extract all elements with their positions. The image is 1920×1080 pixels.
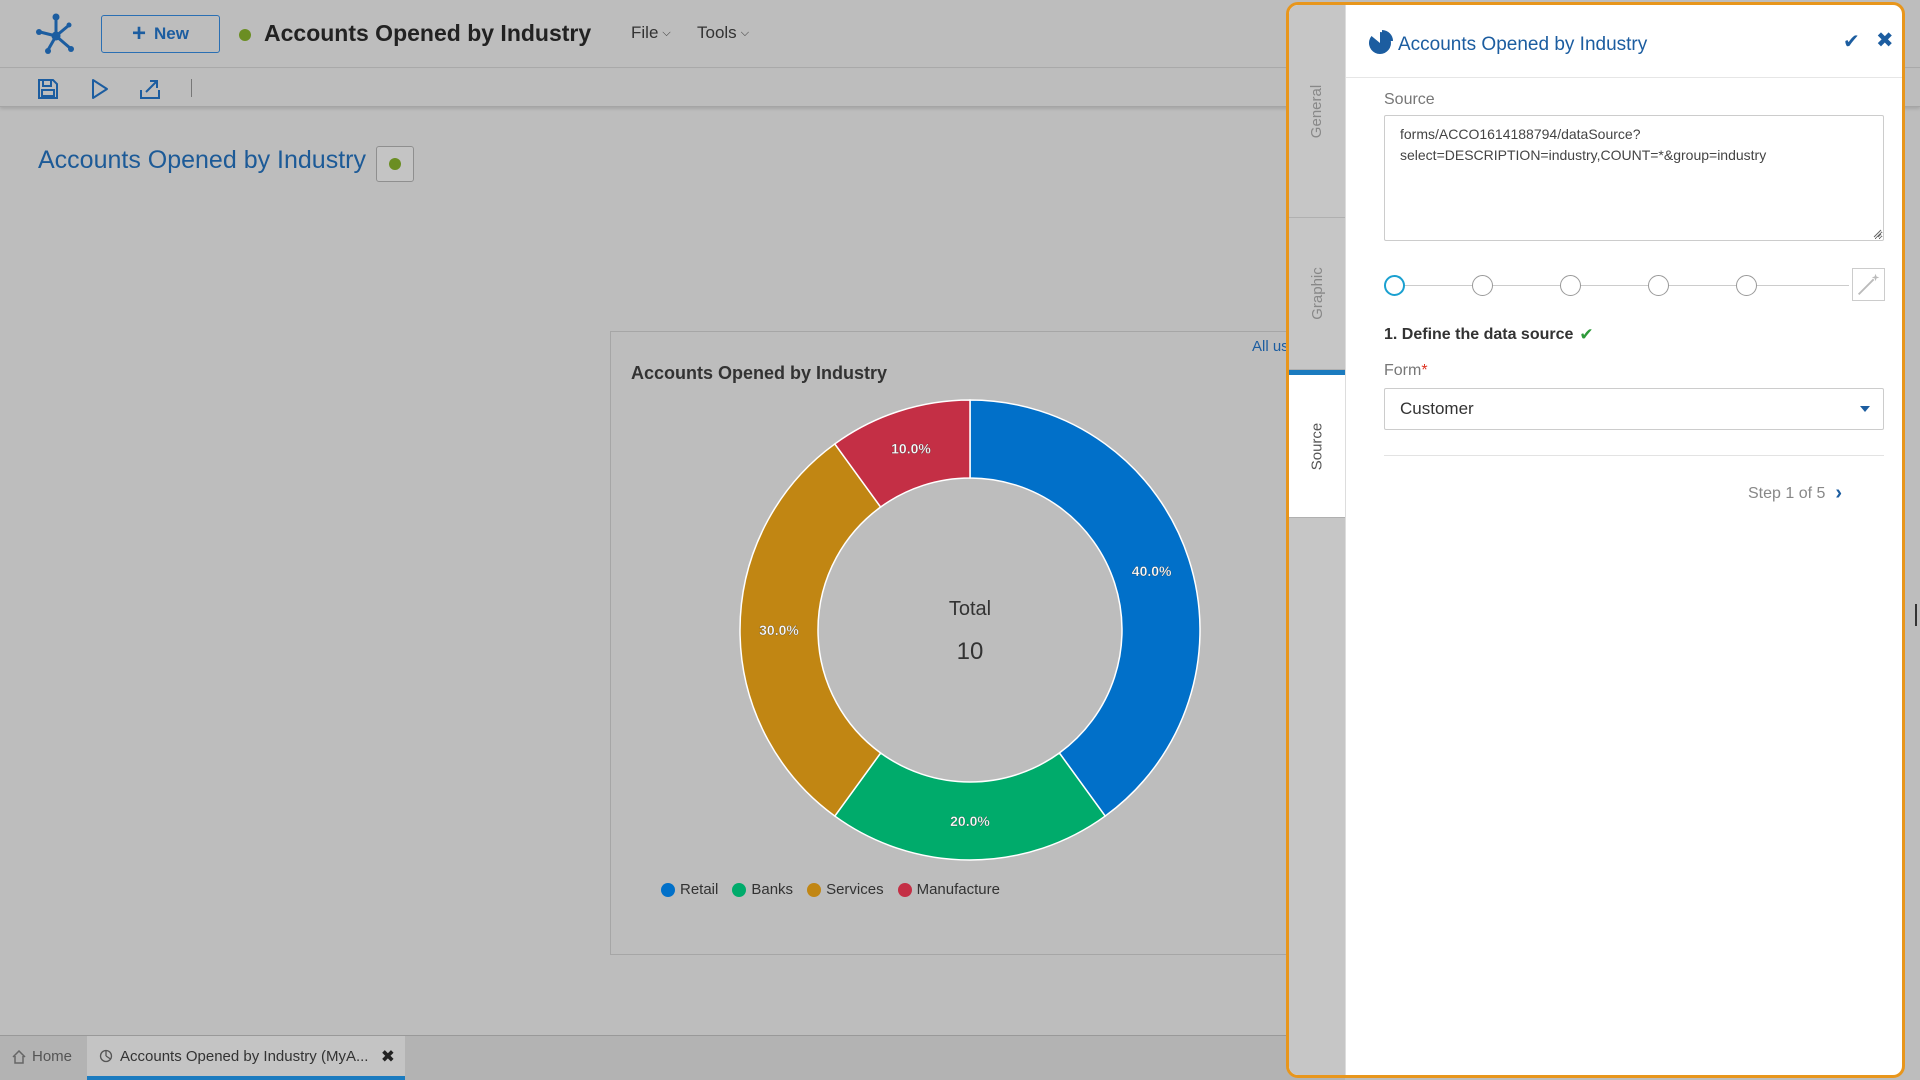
form-label-text: Form bbox=[1384, 362, 1422, 379]
donut-chart: 40.0% 20.0% 30.0% 10.0% Total 10 bbox=[739, 399, 1201, 861]
panel-header: Accounts Opened by Industry ✔ ✖ bbox=[1346, 5, 1902, 78]
menu-tools-label: Tools bbox=[697, 23, 737, 42]
task-tab-label: Accounts Opened by Industry (MyA... bbox=[120, 1047, 369, 1065]
taskbar: Home Accounts Opened by Industry (MyA...… bbox=[0, 1035, 1345, 1080]
magic-wand-icon[interactable] bbox=[1852, 268, 1885, 301]
home-icon bbox=[12, 1049, 26, 1064]
legend-item-retail[interactable]: Retail bbox=[661, 881, 718, 898]
export-icon[interactable] bbox=[138, 77, 162, 101]
app-logo-icon[interactable] bbox=[34, 12, 78, 56]
play-icon[interactable] bbox=[87, 77, 111, 101]
chevron-right-icon[interactable]: › bbox=[1835, 482, 1843, 504]
toolbar-divider bbox=[191, 79, 192, 97]
status-dot bbox=[239, 29, 251, 41]
tab-graphic[interactable]: Graphic bbox=[1289, 218, 1345, 370]
step-5[interactable] bbox=[1736, 275, 1757, 296]
legend-item-services[interactable]: Services bbox=[807, 881, 884, 898]
legend-label: Banks bbox=[751, 881, 794, 898]
donut-slice-services[interactable] bbox=[739, 442, 882, 818]
close-icon[interactable]: ✖ bbox=[1876, 29, 1894, 52]
slice-label: 20.0% bbox=[950, 813, 990, 829]
source-line: select=DESCRIPTION=industry,COUNT=*&grou… bbox=[1400, 147, 1767, 163]
form-label: Form* bbox=[1384, 362, 1428, 380]
menu-file-label: File bbox=[631, 23, 659, 42]
step-title-text: 1. Define the data source bbox=[1384, 326, 1574, 343]
legend-label: Manufacture bbox=[916, 881, 1000, 898]
donut-slice-banks[interactable] bbox=[833, 751, 1107, 861]
resize-grip-icon[interactable] bbox=[1873, 229, 1882, 238]
step-counter[interactable]: Step 1 of 5 › bbox=[1748, 482, 1842, 505]
tab-graphic-label: Graphic bbox=[1308, 267, 1326, 320]
chevron-down-icon: ⌵ bbox=[740, 26, 750, 39]
slice-label: 40.0% bbox=[1132, 563, 1172, 579]
step-1[interactable] bbox=[1384, 275, 1405, 296]
legend-item-manufacture[interactable]: Manufacture bbox=[897, 881, 1000, 898]
chart-title: Accounts Opened by Industry bbox=[631, 363, 888, 383]
divider bbox=[1384, 455, 1884, 456]
mouse-cursor bbox=[1915, 604, 1917, 626]
legend-label: Retail bbox=[680, 881, 719, 898]
step-4[interactable] bbox=[1648, 275, 1669, 296]
source-label: Source bbox=[1384, 91, 1435, 108]
donut-slice-manufacture[interactable] bbox=[833, 399, 971, 509]
legend-swatch bbox=[807, 882, 822, 897]
status-dot bbox=[389, 158, 401, 170]
tab-source-label: Source bbox=[1308, 422, 1326, 470]
legend-swatch bbox=[732, 882, 747, 897]
chart-legend: Retail Banks Services Manufacture bbox=[661, 881, 1000, 898]
menu-tools[interactable]: Tools ⌵ bbox=[697, 23, 749, 43]
document-title: Accounts Opened by Industry bbox=[264, 20, 592, 46]
step-3[interactable] bbox=[1560, 275, 1581, 296]
task-tab-active[interactable]: Accounts Opened by Industry (MyA... ✖ bbox=[87, 1036, 405, 1080]
donut-slice-retail[interactable] bbox=[969, 399, 1201, 818]
wizard-stepper bbox=[1384, 268, 1885, 301]
pie-chart-icon bbox=[1368, 30, 1393, 54]
stepper-line bbox=[1394, 285, 1849, 286]
slice-label: 10.0% bbox=[891, 440, 931, 456]
panel-vertical-tabs: General Graphic Source bbox=[1289, 5, 1345, 1075]
donut-center-value: 10 bbox=[957, 638, 984, 665]
new-button[interactable]: + New bbox=[101, 15, 220, 53]
status-badge[interactable] bbox=[376, 146, 414, 182]
plus-icon: + bbox=[132, 20, 147, 47]
save-icon[interactable] bbox=[36, 77, 60, 101]
check-icon: ✔ bbox=[1579, 325, 1594, 344]
pie-chart-icon bbox=[99, 1049, 113, 1063]
tab-general-label: General bbox=[1308, 84, 1326, 138]
chevron-down-icon: ⌵ bbox=[662, 26, 671, 39]
page-title: Accounts Opened by Industry bbox=[38, 146, 366, 174]
source-line: forms/ACCO1614188794/dataSource? bbox=[1400, 126, 1641, 142]
caret-down-icon bbox=[1860, 406, 1870, 412]
tab-general[interactable]: General bbox=[1289, 5, 1345, 218]
legend-label: Services bbox=[826, 881, 884, 898]
slice-label: 30.0% bbox=[759, 622, 799, 638]
step-title: 1. Define the data source ✔ bbox=[1384, 325, 1594, 345]
properties-panel: General Graphic Source Accounts Opened b… bbox=[1286, 2, 1905, 1078]
form-select[interactable]: Customer bbox=[1384, 388, 1884, 430]
legend-item-banks[interactable]: Banks bbox=[732, 881, 793, 898]
task-home[interactable]: Home bbox=[12, 1048, 72, 1065]
confirm-check-icon[interactable]: ✔ bbox=[1843, 31, 1860, 53]
close-tab-icon[interactable]: ✖ bbox=[380, 1047, 395, 1066]
task-home-label: Home bbox=[32, 1048, 73, 1065]
source-textarea[interactable]: forms/ACCO1614188794/dataSource? select=D… bbox=[1384, 115, 1884, 241]
panel-content: Accounts Opened by Industry ✔ ✖ Source f… bbox=[1345, 5, 1902, 1075]
legend-swatch bbox=[897, 882, 912, 897]
donut-center-label: Total bbox=[949, 598, 991, 620]
menu-file[interactable]: File ⌵ bbox=[631, 23, 671, 43]
required-marker: * bbox=[1421, 362, 1428, 379]
chart-card: Accounts Opened by Industry All us 40.0%… bbox=[610, 331, 1328, 955]
panel-title: Accounts Opened by Industry bbox=[1398, 34, 1648, 55]
step-2[interactable] bbox=[1472, 275, 1493, 296]
step-count-text: Step 1 of 5 bbox=[1748, 484, 1826, 502]
tab-source[interactable]: Source bbox=[1289, 370, 1345, 518]
new-button-label: New bbox=[154, 24, 189, 43]
legend-swatch bbox=[661, 882, 675, 897]
all-users-link[interactable]: All us bbox=[1252, 338, 1289, 355]
form-select-value: Customer bbox=[1400, 399, 1474, 418]
